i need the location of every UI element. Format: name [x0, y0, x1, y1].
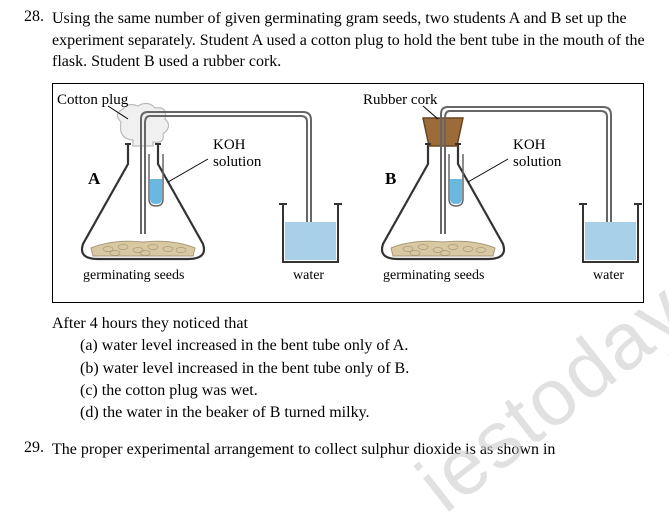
label-koh-b: KOH [513, 137, 546, 153]
question-29: 29. The proper experimental arrangement … [24, 439, 645, 461]
q28-number: 28. [24, 8, 52, 73]
q28-option-d: (d) the water in the beaker of B turned … [80, 402, 645, 424]
q29-number: 29. [24, 439, 52, 461]
q29-text: The proper experimental arrangement to c… [52, 439, 645, 461]
setup-a [82, 103, 342, 262]
figure-svg: Cotton plug Rubber cork KOH solution KOH… [53, 84, 643, 302]
label-water-b: water [593, 268, 624, 283]
label-a: A [88, 169, 101, 188]
rubber-cork-icon [423, 118, 463, 146]
experiment-figure: Cotton plug Rubber cork KOH solution KOH… [52, 83, 644, 303]
label-solution-b: solution [513, 154, 562, 170]
q28-option-a: (a) water level increased in the bent tu… [80, 335, 645, 357]
label-b: B [385, 169, 396, 188]
question-28: 28. Using the same number of given germi… [24, 8, 645, 73]
label-seeds-a: germinating seeds [83, 268, 184, 283]
setup-b [382, 107, 642, 262]
q28-after: After 4 hours they noticed that [52, 313, 645, 335]
label-water-a: water [293, 268, 324, 283]
label-solution-a: solution [213, 154, 262, 170]
label-seeds-b: germinating seeds [383, 268, 484, 283]
label-koh-a: KOH [213, 137, 246, 153]
q28-text: Using the same number of given germinati… [52, 8, 645, 73]
label-cotton-plug: Cotton plug [57, 92, 129, 108]
q28-option-c: (c) the cotton plug was wet. [80, 380, 645, 402]
seeds-a [91, 241, 195, 256]
q28-option-b: (b) water level increased in the bent tu… [80, 358, 645, 380]
koh-tube-b [449, 154, 463, 206]
label-rubber-cork: Rubber cork [363, 92, 438, 108]
seeds-b [391, 241, 495, 256]
koh-tube-a [149, 154, 163, 206]
cotton-plug-icon [117, 103, 168, 146]
